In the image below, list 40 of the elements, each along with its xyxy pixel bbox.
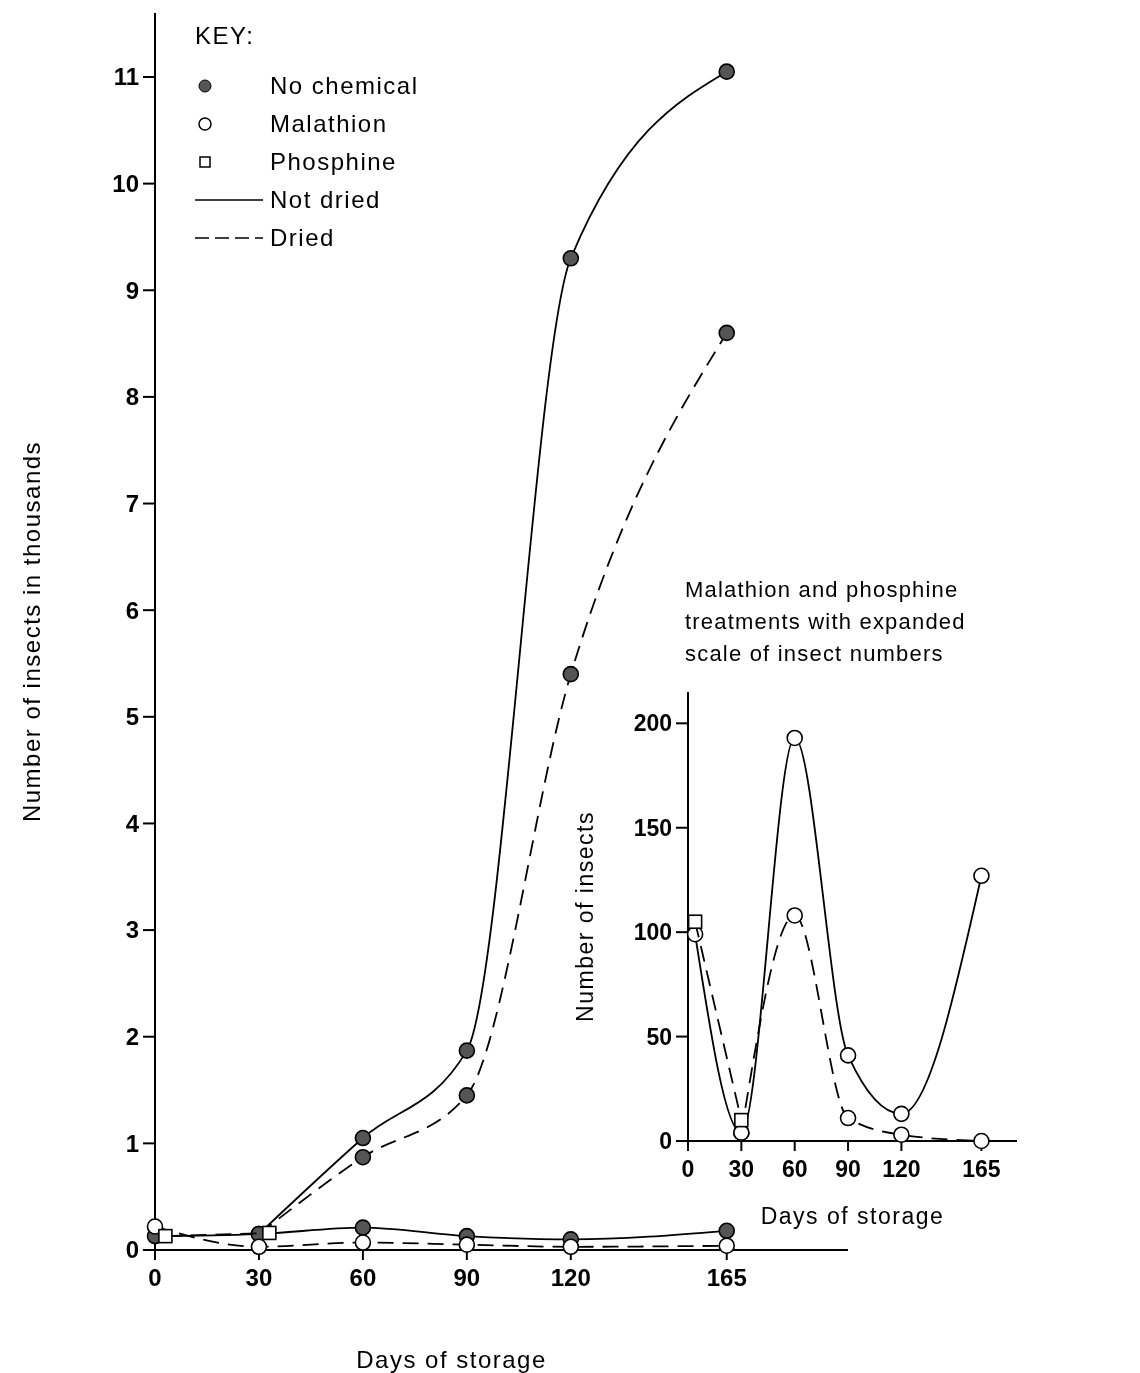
x-tick-label: 0: [681, 1156, 695, 1182]
y-tick-label: 200: [633, 710, 672, 737]
annotation: Phosphine: [270, 148, 397, 176]
x-axis-title: Days of storage: [760, 1203, 945, 1229]
x-tick-label: 30: [728, 1156, 755, 1182]
y-tick-label: 1: [125, 1129, 139, 1157]
x-tick-label: 90: [453, 1264, 481, 1291]
x-tick-label: 120: [882, 1156, 921, 1182]
x-tick-label: 60: [781, 1156, 808, 1182]
y-tick-label: 2: [125, 1023, 139, 1051]
y-tick-label: 50: [646, 1023, 672, 1050]
y-tick-label: 0: [659, 1128, 672, 1155]
annotation: KEY:: [195, 22, 255, 50]
y-tick-label: 4: [125, 809, 140, 837]
annotation: Not dried: [270, 186, 381, 214]
y-tick-label: 8: [125, 383, 139, 411]
y-axis-title: Number of insects: [572, 811, 598, 1022]
y-tick-label: 100: [633, 919, 672, 946]
x-tick-label: 60: [349, 1264, 377, 1291]
x-tick-label: 165: [962, 1156, 1001, 1182]
chart-title: Malathion and phosphine treatments with expanded scale of insect numbers: [685, 577, 966, 666]
x-tick-label: 0: [148, 1264, 162, 1291]
y-tick-label: 10: [112, 170, 139, 198]
y-tick-label: 3: [125, 916, 139, 944]
y-tick-label: 7: [125, 489, 139, 517]
y-tick-label: 11: [113, 63, 139, 91]
annotation: No chemical: [270, 72, 419, 100]
y-tick-label: 9: [125, 276, 139, 304]
x-tick-label: 120: [550, 1264, 591, 1291]
y-tick-label: 6: [125, 596, 139, 624]
x-tick-label: 90: [835, 1156, 861, 1182]
annotation: Malathion: [270, 110, 388, 138]
x-tick-label: 30: [245, 1264, 273, 1291]
annotation: Dried: [270, 224, 335, 252]
x-axis-title: Days of storage: [356, 1346, 547, 1373]
y-tick-label: 5: [125, 703, 139, 731]
x-tick-label: 165: [706, 1264, 747, 1291]
y-axis-title: Number of insects in thousands: [18, 440, 45, 823]
y-tick-label: 150: [633, 814, 672, 841]
y-tick-label: 0: [125, 1236, 139, 1264]
